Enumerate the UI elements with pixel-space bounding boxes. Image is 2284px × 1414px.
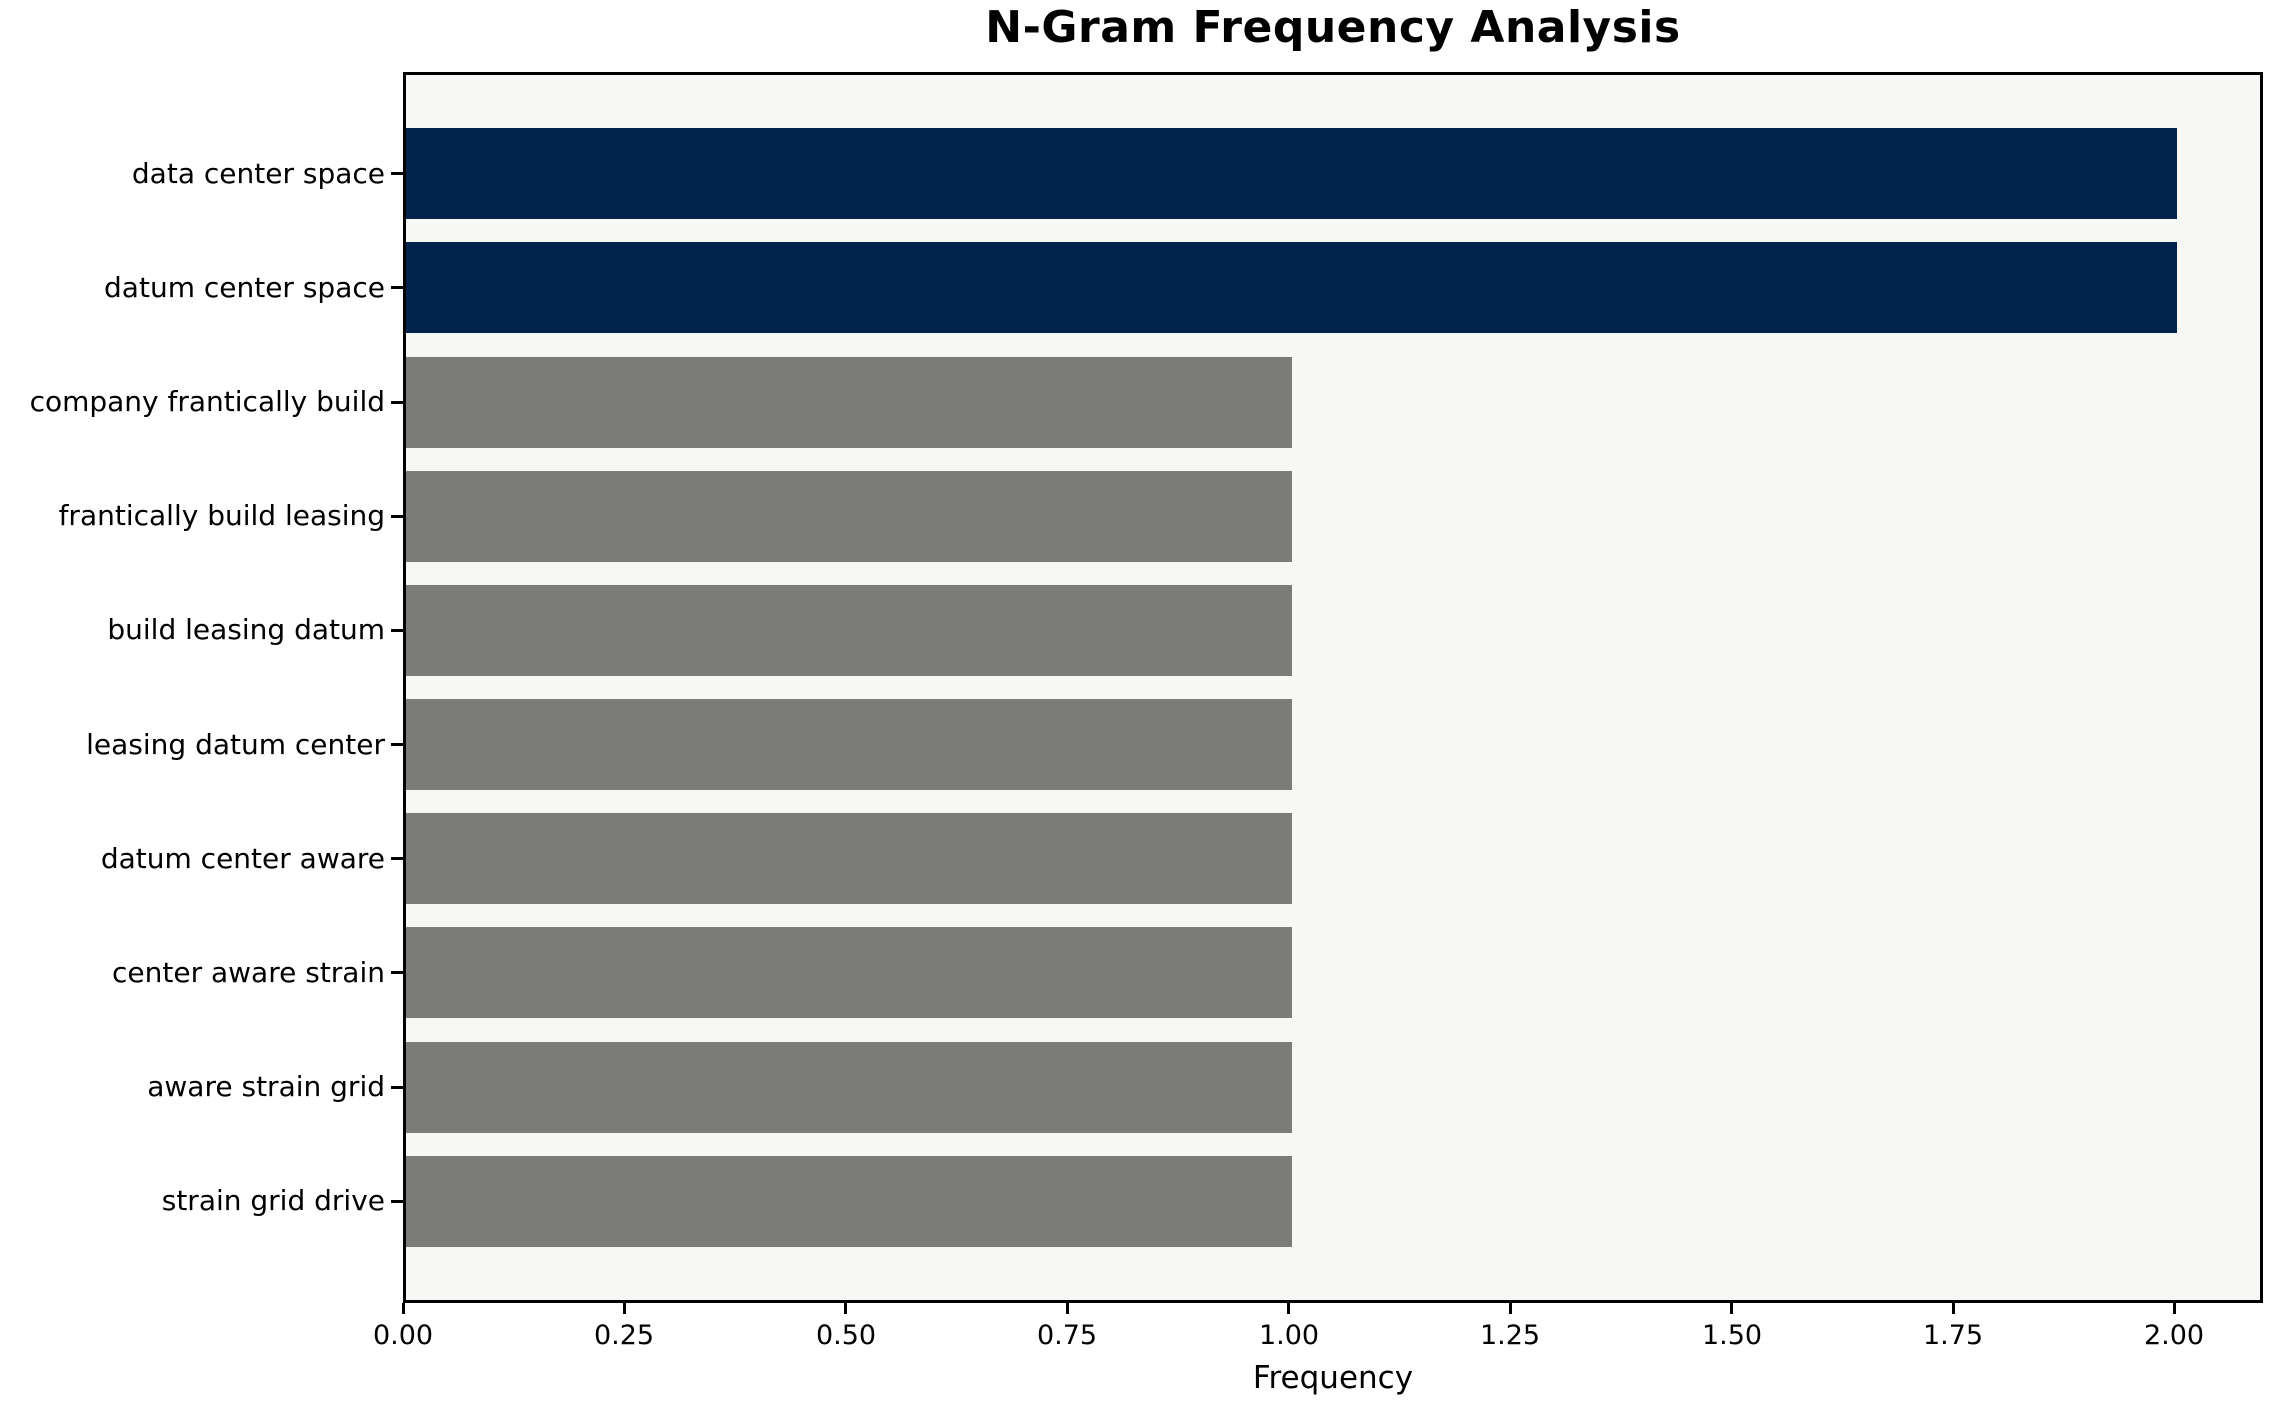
y-tick-label: strain grid drive	[161, 1184, 385, 1217]
x-tick-mark	[844, 1303, 847, 1314]
bar-center-aware-strain	[406, 927, 1292, 1018]
x-tick-label: 2.00	[2143, 1320, 2205, 1351]
y-tick-mark	[391, 971, 403, 974]
y-tick-label: company frantically build	[29, 385, 385, 418]
bar-data-center-space	[406, 128, 2177, 219]
x-tick-label: 0.25	[593, 1320, 655, 1351]
x-tick-mark	[1287, 1303, 1290, 1314]
x-tick-mark	[1509, 1303, 1512, 1314]
y-tick-label: build leasing datum	[107, 613, 385, 646]
y-tick-label: center aware strain	[112, 956, 385, 989]
x-tick-label: 1.75	[1922, 1320, 1984, 1351]
x-tick-mark	[1730, 1303, 1733, 1314]
x-tick-mark	[1066, 1303, 1069, 1314]
y-tick-label: aware strain grid	[147, 1070, 385, 1103]
x-tick-label: 0.50	[815, 1320, 877, 1351]
y-tick-label: frantically build leasing	[58, 499, 385, 532]
y-tick-label: data center space	[131, 157, 385, 190]
plot-area	[403, 72, 2263, 1303]
x-tick-mark	[1952, 1303, 1955, 1314]
y-tick-mark	[391, 286, 403, 289]
bar-datum-center-space	[406, 242, 2177, 333]
y-tick-mark	[391, 857, 403, 860]
x-tick-label: 1.25	[1479, 1320, 1541, 1351]
x-tick-label: 1.00	[1258, 1320, 1320, 1351]
chart-title: N-Gram Frequency Analysis	[985, 2, 1681, 53]
y-tick-label: datum center space	[104, 271, 385, 304]
bar-leasing-datum-center	[406, 699, 1292, 790]
y-tick-mark	[391, 743, 403, 746]
x-tick-mark	[402, 1303, 405, 1314]
y-tick-mark	[391, 515, 403, 518]
x-tick-label: 0.00	[372, 1320, 434, 1351]
bar-company-frantically-build	[406, 357, 1292, 448]
bar-datum-center-aware	[406, 813, 1292, 904]
x-tick-label: 0.75	[1036, 1320, 1098, 1351]
bar-aware-strain-grid	[406, 1042, 1292, 1133]
x-tick-label: 1.50	[1701, 1320, 1763, 1351]
y-tick-label: leasing datum center	[86, 728, 385, 761]
bar-strain-grid-drive	[406, 1156, 1292, 1247]
x-axis-title: Frequency	[1252, 1360, 1414, 1396]
x-tick-mark	[623, 1303, 626, 1314]
y-tick-mark	[391, 1086, 403, 1089]
y-tick-mark	[391, 629, 403, 632]
x-tick-mark	[2173, 1303, 2176, 1314]
y-tick-mark	[391, 401, 403, 404]
bar-build-leasing-datum	[406, 585, 1292, 676]
bar-frantically-build-leasing	[406, 471, 1292, 562]
y-tick-mark	[391, 1200, 403, 1203]
y-tick-label: datum center aware	[100, 842, 385, 875]
y-tick-mark	[391, 172, 403, 175]
